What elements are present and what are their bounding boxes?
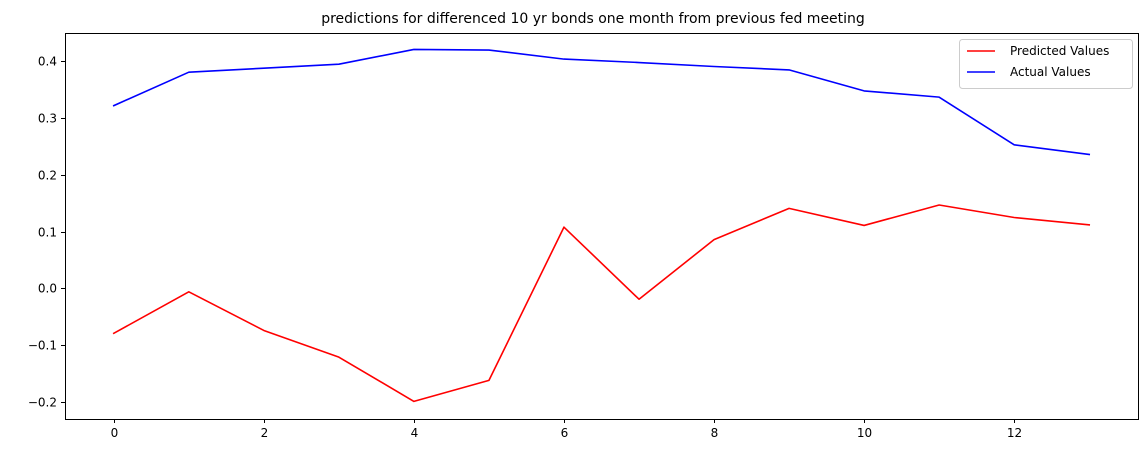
legend-label: Predicted Values (1010, 44, 1109, 58)
chart-title: predictions for differenced 10 yr bonds … (321, 11, 865, 27)
legend: Predicted Values Actual Values (959, 39, 1133, 89)
legend-box (959, 39, 1133, 89)
x-tick-label: 8 (711, 426, 719, 440)
y-tick-label: −0.1 (28, 339, 57, 353)
y-tick-label: −0.2 (28, 396, 57, 410)
y-tick-label: 0.1 (38, 226, 57, 240)
x-tick-label: 10 (857, 426, 872, 440)
y-tick-label: 0.3 (38, 112, 57, 126)
y-tick-label: 0.0 (38, 282, 57, 296)
plot-area-frame (65, 33, 1139, 420)
series-line-predicted (112, 204, 1091, 403)
series-line-actual (112, 48, 1091, 156)
series-lines (112, 48, 1091, 403)
x-tick-label: 2 (261, 426, 269, 440)
x-tick-label: 12 (1007, 426, 1022, 440)
legend-label: Actual Values (1010, 65, 1091, 79)
x-tick-label: 4 (411, 426, 419, 440)
x-tick-label: 6 (561, 426, 569, 440)
y-tick-label: 0.2 (38, 169, 57, 183)
x-tick-label: 0 (111, 426, 119, 440)
axis-ticks: 0 2 4 6 8 10 12 −0.2 −0.1 0.0 0.1 0.2 0.3 0.4 (28, 55, 1022, 441)
y-tick-label: 0.4 (38, 55, 57, 69)
